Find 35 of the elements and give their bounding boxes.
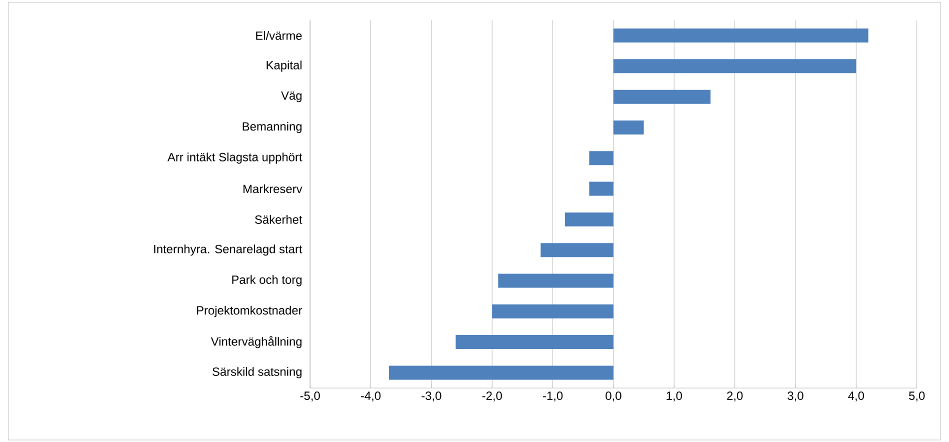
- bar: [388, 366, 614, 380]
- x-tick-label: 4,0: [848, 391, 864, 402]
- x-tick-label: -5,0: [300, 391, 320, 402]
- x-tick-label: 2,0: [727, 391, 743, 402]
- bar: [564, 212, 614, 226]
- x-tick-label: 0,0: [606, 391, 622, 402]
- y-tick-label: Projektomkostnader: [197, 306, 302, 317]
- y-tick-label: Arr intäkt Slagsta upphört: [167, 152, 302, 164]
- x-tick-label: -1,0: [543, 391, 563, 402]
- x-tick-label: 1,0: [666, 391, 682, 402]
- bar: [613, 28, 868, 42]
- y-tick-label: Bemanning: [242, 122, 302, 133]
- bar: [456, 334, 614, 349]
- bar: [492, 304, 614, 318]
- bar: [589, 182, 614, 196]
- bar: [498, 274, 614, 288]
- y-tick-label: Vinterväghållning: [210, 336, 302, 348]
- bar: [540, 243, 614, 257]
- bar: [613, 90, 711, 104]
- bar: [613, 120, 644, 134]
- x-tick-label: 5,0: [909, 391, 925, 402]
- x-tick-label: -2,0: [482, 391, 502, 402]
- y-tick-label: Säkerhet: [255, 214, 302, 224]
- bar: [589, 151, 614, 166]
- y-tick-label: El/värme: [256, 31, 302, 40]
- y-tick-label: Kapital: [266, 60, 302, 72]
- y-tick-label: Internhyra. Senarelagd start: [154, 244, 302, 256]
- y-tick-label: Markreserv: [244, 184, 302, 194]
- x-tick-label: -4,0: [360, 391, 381, 402]
- y-tick-label: Väg: [281, 91, 302, 102]
- y-tick-label: Park och torg: [232, 275, 302, 286]
- bar: [613, 59, 856, 74]
- x-tick-label: 3,0: [788, 391, 804, 402]
- x-tick-label: -3,0: [422, 391, 442, 402]
- y-tick-label: Särskild satsning: [212, 367, 302, 378]
